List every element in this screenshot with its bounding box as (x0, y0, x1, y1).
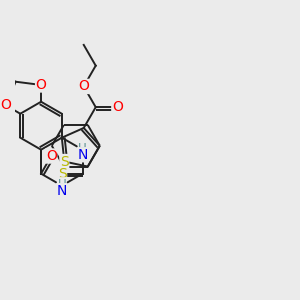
Text: O: O (78, 80, 89, 93)
Text: O: O (46, 149, 57, 163)
Text: O: O (0, 98, 11, 112)
Text: N: N (57, 184, 67, 198)
Text: H: H (78, 142, 87, 155)
Text: H: H (58, 178, 66, 191)
Text: O: O (36, 78, 46, 92)
Text: O: O (112, 100, 123, 114)
Text: S: S (58, 167, 67, 181)
Text: N: N (77, 148, 88, 162)
Text: S: S (60, 154, 69, 169)
